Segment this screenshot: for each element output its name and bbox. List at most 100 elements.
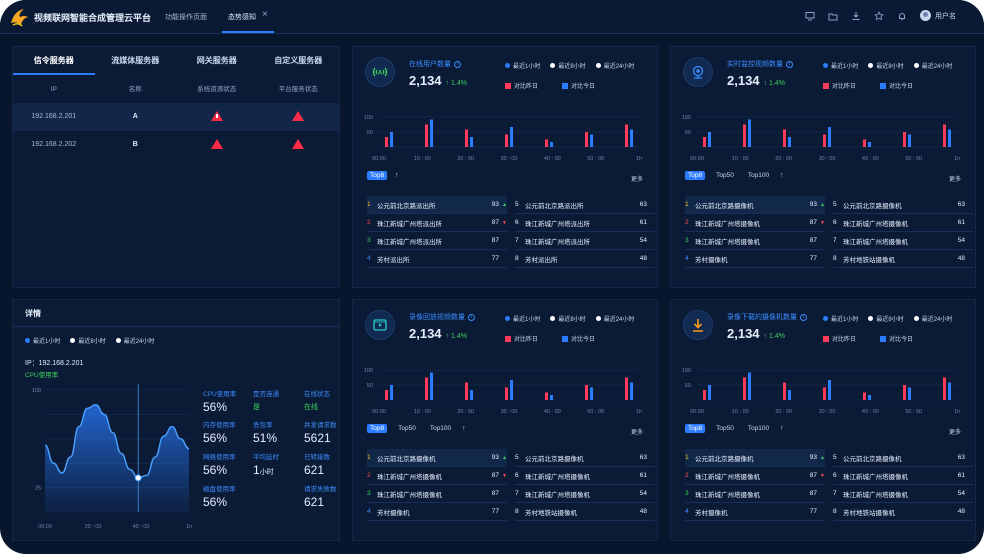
legend-time-range[interactable]: 最近24小时 [913,314,952,323]
bar-compare-today[interactable] [708,132,711,147]
bar-compare-yesterday[interactable] [465,382,468,401]
bar-compare-yesterday[interactable] [545,392,548,401]
legend-last-24h[interactable]: 最近24小时 [115,336,154,345]
table-row[interactable]: 192.168.2.202 B [13,131,339,159]
legend-time-range[interactable]: 最近8小时 [868,61,904,70]
bar-compare-yesterday[interactable] [783,129,786,148]
list-item[interactable]: 8 芳村地铁站摄像机 48 [833,250,973,268]
bar-compare-yesterday[interactable] [943,377,946,401]
bar-compare-today[interactable] [510,127,513,147]
list-item[interactable]: 7 珠江新城广州塔摄像机 54 [515,485,655,503]
list-item[interactable]: 2 珠江新城广州塔摄像机 87 ▼ [367,467,507,485]
bar-compare-yesterday[interactable] [783,382,786,401]
list-item[interactable]: 6 珠江新城广州塔摄像机 61 [833,214,973,232]
bar-compare-today[interactable] [390,385,393,400]
chip-top50[interactable]: Top50 [716,425,734,432]
close-tab-icon[interactable]: × [262,9,268,20]
list-item[interactable]: 2 珠江新城广州塔派出所 87 ▼ [367,214,507,232]
star-icon[interactable] [874,10,884,21]
bar-compare-today[interactable] [430,372,433,401]
list-item[interactable]: 8 芳村地铁站摄像机 48 [833,503,973,521]
bar-compare-today[interactable] [828,380,831,400]
bar-compare-yesterday[interactable] [863,392,866,401]
tab-situation-awareness[interactable]: 态势感知 [228,14,256,21]
bar-compare-today[interactable] [788,390,791,400]
list-item[interactable]: 4 芳村派出所 77 [367,250,507,268]
bar-compare-today[interactable] [630,129,633,148]
monitor-icon[interactable] [805,11,815,21]
legend-time-range[interactable]: 最近8小时 [868,314,904,323]
bar-compare-yesterday[interactable] [585,132,588,147]
list-item[interactable]: 3 珠江新城广州塔摄像机 87 [685,485,825,503]
chip-top8[interactable]: Top8 [685,424,706,433]
bar-compare-yesterday[interactable] [585,385,588,400]
avatar[interactable] [920,10,931,21]
chip-top100[interactable]: Top100 [747,425,770,432]
bell-icon[interactable] [897,11,907,21]
bar-compare-today[interactable] [948,129,951,148]
bar-compare-today[interactable] [550,395,553,400]
list-item[interactable]: 1 公元前北京路摄像机 93 ▲ [367,449,507,467]
more-link[interactable]: 更多 [948,430,961,436]
legend-compare[interactable]: 对比昨日 [823,334,856,343]
info-icon[interactable]: i [786,60,793,68]
legend-time-range[interactable]: 最近1小时 [823,61,858,70]
legend-last-8h[interactable]: 最近8小时 [70,336,106,345]
bar-compare-today[interactable] [708,385,711,400]
list-item[interactable]: 4 芳村摄像机 77 [685,250,825,268]
legend-time-range[interactable]: 最近1小时 [505,61,540,70]
bar-compare-today[interactable] [788,137,791,147]
sort-arrow-icon[interactable]: ↑ [395,172,399,179]
list-item[interactable]: 1 公元前北京路派出所 93 ▲ [367,196,507,214]
chip-top50[interactable]: Top50 [716,172,734,179]
bar-compare-yesterday[interactable] [505,387,508,401]
legend-compare[interactable]: 对比今日 [562,334,595,343]
bar-compare-today[interactable] [908,387,911,401]
legend-time-range[interactable]: 最近24小时 [595,61,634,70]
chip-top8[interactable]: Top8 [685,171,706,180]
bar-compare-today[interactable] [510,380,513,400]
bar-compare-today[interactable] [828,127,831,147]
legend-compare[interactable]: 对比今日 [880,334,913,343]
bar-compare-yesterday[interactable] [545,139,548,148]
bar-compare-today[interactable] [590,387,593,401]
bar-compare-yesterday[interactable] [465,129,468,148]
hover-point[interactable] [134,474,142,482]
sort-arrow-icon[interactable]: ↑ [780,172,784,179]
tab-custom-server[interactable]: 自定义服务器 [274,56,323,65]
bar-compare-yesterday[interactable] [863,139,866,148]
list-item[interactable]: 5 公元前北京路摄像机 63 [833,196,973,214]
bar-compare-yesterday[interactable] [703,390,706,400]
chip-top50[interactable]: Top50 [398,425,416,432]
bar-compare-yesterday[interactable] [385,390,388,400]
list-item[interactable]: 5 公元前北京路摄像机 63 [833,449,973,467]
bar-compare-yesterday[interactable] [625,124,628,148]
more-link[interactable]: 更多 [630,430,643,436]
list-item[interactable]: 2 珠江新城广州塔摄像机 87 ▼ [685,467,825,485]
bar-compare-today[interactable] [908,134,911,148]
bar-compare-today[interactable] [550,142,553,147]
legend-time-range[interactable]: 最近24小时 [913,61,952,70]
list-item[interactable]: 8 芳村派出所 48 [515,250,655,268]
list-item[interactable]: 3 珠江新城广州塔摄像机 87 [367,485,507,503]
bar-compare-today[interactable] [590,134,593,148]
legend-compare[interactable]: 对比昨日 [505,81,538,90]
bar-compare-today[interactable] [430,119,433,148]
tab-function-page[interactable]: 功能操作页面 [165,14,207,21]
bar-compare-yesterday[interactable] [425,124,428,148]
chip-top8[interactable]: Top8 [367,171,388,180]
chip-top8[interactable]: Top8 [367,424,388,433]
bar-compare-today[interactable] [390,132,393,147]
bar-compare-yesterday[interactable] [385,137,388,147]
legend-compare[interactable]: 对比今日 [880,81,913,90]
legend-compare[interactable]: 对比昨日 [505,334,538,343]
legend-time-range[interactable]: 最近8小时 [550,61,586,70]
folder-icon[interactable] [828,11,838,21]
legend-compare[interactable]: 对比昨日 [823,81,856,90]
list-item[interactable]: 1 公元前北京路摄像机 93 ▲ [685,196,825,214]
legend-time-range[interactable]: 最近1小时 [823,314,858,323]
list-item[interactable]: 3 珠江新城广州塔派出所 87 [367,232,507,250]
list-item[interactable]: 2 珠江新城广州塔摄像机 87 ▼ [685,214,825,232]
sort-arrow-icon[interactable]: ↑ [780,425,784,432]
tab-media-server[interactable]: 流媒体服务器 [111,56,160,65]
